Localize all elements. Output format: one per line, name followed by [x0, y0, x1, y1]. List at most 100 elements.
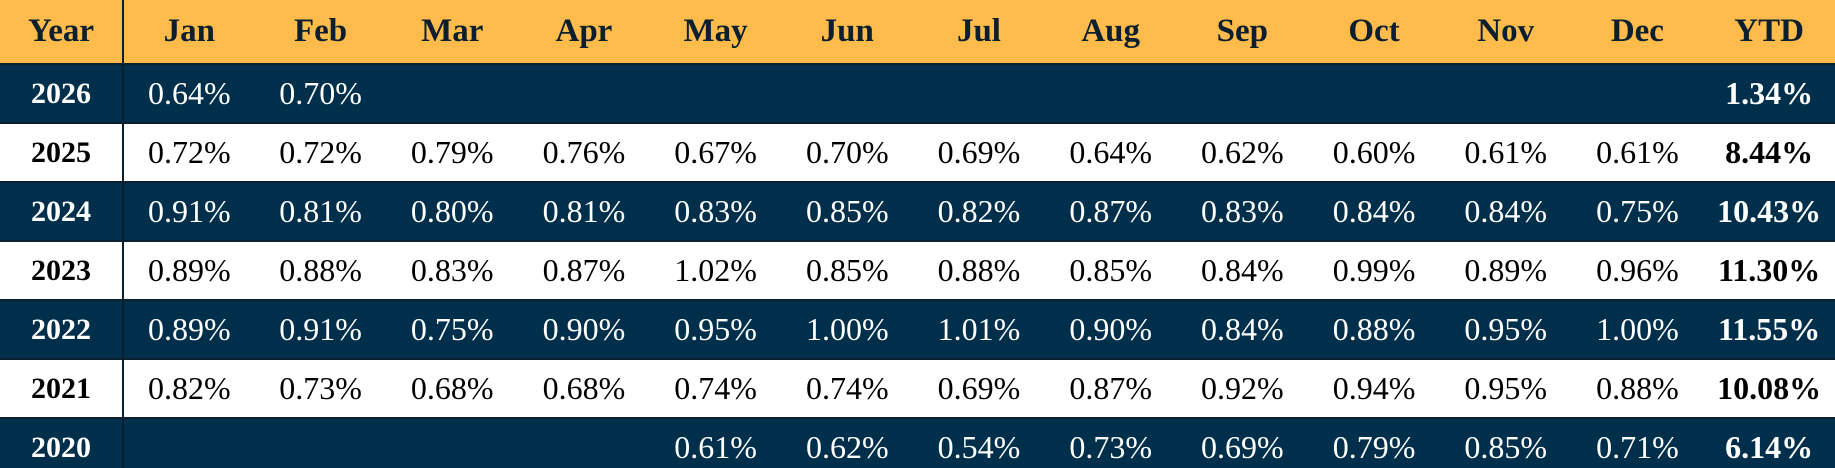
value-cell: 0.91%: [254, 300, 387, 360]
value-cell: [518, 64, 650, 124]
value-cell: 0.70%: [781, 123, 914, 183]
year-cell: 2021: [0, 359, 124, 419]
header-cell: YTD: [1703, 0, 1835, 65]
value-cell: [1571, 64, 1704, 124]
value-cell: 0.68%: [518, 359, 650, 419]
table-row: 2022 0.89% 0.91% 0.75% 0.90% 0.95% 1.00% 1.01% 0…: [0, 300, 1835, 360]
ytd-cell: 1.34%: [1703, 64, 1835, 124]
header-row: Year Jan Feb Mar Apr May Jun Jul Aug Sep Oct Nov Dec…: [0, 0, 1835, 65]
header-cell: Jan: [123, 0, 255, 65]
ytd-cell: 10.08%: [1703, 359, 1835, 419]
value-cell: 0.69%: [913, 359, 1045, 419]
value-cell: 0.87%: [1044, 182, 1177, 242]
value-cell: 0.61%: [1571, 123, 1704, 183]
value-cell: 0.60%: [1308, 123, 1440, 183]
value-cell: 0.95%: [649, 300, 782, 360]
value-cell: 0.75%: [1571, 182, 1704, 242]
value-cell: 0.84%: [1308, 182, 1440, 242]
value-cell: 0.72%: [123, 123, 255, 183]
value-cell: 0.74%: [649, 359, 782, 419]
value-cell: 0.62%: [781, 418, 914, 468]
value-cell: 0.85%: [781, 182, 914, 242]
header-cell: Jul: [913, 0, 1045, 65]
value-cell: 0.61%: [1439, 123, 1572, 183]
value-cell: 0.84%: [1176, 241, 1309, 301]
value-cell: 0.85%: [1439, 418, 1572, 468]
value-cell: 0.69%: [1176, 418, 1309, 468]
value-cell: 0.88%: [1571, 359, 1704, 419]
value-cell: 0.79%: [1308, 418, 1440, 468]
value-cell: 0.92%: [1176, 359, 1309, 419]
value-cell: 0.74%: [781, 359, 914, 419]
header-cell: Mar: [386, 0, 519, 65]
value-cell: 0.89%: [123, 241, 255, 301]
year-cell: 2023: [0, 241, 124, 301]
value-cell: 0.85%: [781, 241, 914, 301]
ytd-cell: 11.30%: [1703, 241, 1835, 301]
value-cell: 0.88%: [1308, 300, 1440, 360]
header-cell: Aug: [1044, 0, 1177, 65]
value-cell: 0.82%: [913, 182, 1045, 242]
header-cell: Oct: [1308, 0, 1440, 65]
table-row: 2024 0.91% 0.81% 0.80% 0.81% 0.83% 0.85% 0.82% 0…: [0, 182, 1835, 242]
value-cell: [1176, 64, 1309, 124]
value-cell: 0.84%: [1176, 300, 1309, 360]
value-cell: 0.71%: [1571, 418, 1704, 468]
ytd-cell: 11.55%: [1703, 300, 1835, 360]
value-cell: 0.88%: [913, 241, 1045, 301]
year-cell: 2022: [0, 300, 124, 360]
value-cell: 0.72%: [254, 123, 387, 183]
header-cell: Apr: [518, 0, 650, 65]
value-cell: 1.01%: [913, 300, 1045, 360]
value-cell: 0.89%: [1439, 241, 1572, 301]
year-cell: 2025: [0, 123, 124, 183]
value-cell: 0.68%: [386, 359, 519, 419]
value-cell: [781, 64, 914, 124]
header-cell: Dec: [1571, 0, 1704, 65]
table-row: 2020 0.61% 0.62% 0.54% 0.73% 0.69% 0.79% 0.85% 0…: [0, 418, 1835, 468]
year-cell: 2026: [0, 64, 124, 124]
value-cell: 0.89%: [123, 300, 255, 360]
table-row: 2023 0.89% 0.88% 0.83% 0.87% 1.02% 0.85% 0.88% 0…: [0, 241, 1835, 301]
value-cell: 0.83%: [386, 241, 519, 301]
value-cell: 0.64%: [123, 64, 255, 124]
value-cell: 0.99%: [1308, 241, 1440, 301]
ytd-cell: 10.43%: [1703, 182, 1835, 242]
value-cell: 1.00%: [1571, 300, 1704, 360]
value-cell: 0.94%: [1308, 359, 1440, 419]
value-cell: 0.90%: [1044, 300, 1177, 360]
value-cell: [1308, 64, 1440, 124]
value-cell: 0.81%: [254, 182, 387, 242]
value-cell: 0.87%: [1044, 359, 1177, 419]
value-cell: 0.83%: [1176, 182, 1309, 242]
ytd-cell: 8.44%: [1703, 123, 1835, 183]
value-cell: 0.54%: [913, 418, 1045, 468]
value-cell: 0.64%: [1044, 123, 1177, 183]
value-cell: [254, 418, 387, 468]
value-cell: 0.82%: [123, 359, 255, 419]
value-cell: 0.84%: [1439, 182, 1572, 242]
table-row: 2021 0.82% 0.73% 0.68% 0.68% 0.74% 0.74% 0.69% 0…: [0, 359, 1835, 419]
value-cell: 0.95%: [1439, 300, 1572, 360]
value-cell: 0.87%: [518, 241, 650, 301]
table-body: 2026 0.64% 0.70% 1.34% 2025 0.72% 0.72% 0.79% 0.…: [0, 64, 1835, 468]
value-cell: [1439, 64, 1572, 124]
value-cell: 0.95%: [1439, 359, 1572, 419]
table-row: 2026 0.64% 0.70% 1.34%: [0, 64, 1835, 124]
value-cell: 1.00%: [781, 300, 914, 360]
value-cell: 0.76%: [518, 123, 650, 183]
year-cell: 2024: [0, 182, 124, 242]
value-cell: [649, 64, 782, 124]
value-cell: 1.02%: [649, 241, 782, 301]
value-cell: 0.80%: [386, 182, 519, 242]
value-cell: 0.85%: [1044, 241, 1177, 301]
year-cell: 2020: [0, 418, 124, 468]
ytd-cell: 6.14%: [1703, 418, 1835, 468]
value-cell: 0.88%: [254, 241, 387, 301]
value-cell: 0.91%: [123, 182, 255, 242]
value-cell: 0.61%: [649, 418, 782, 468]
table-row: 2025 0.72% 0.72% 0.79% 0.76% 0.67% 0.70% 0.69% 0…: [0, 123, 1835, 183]
header-cell: Feb: [254, 0, 387, 65]
